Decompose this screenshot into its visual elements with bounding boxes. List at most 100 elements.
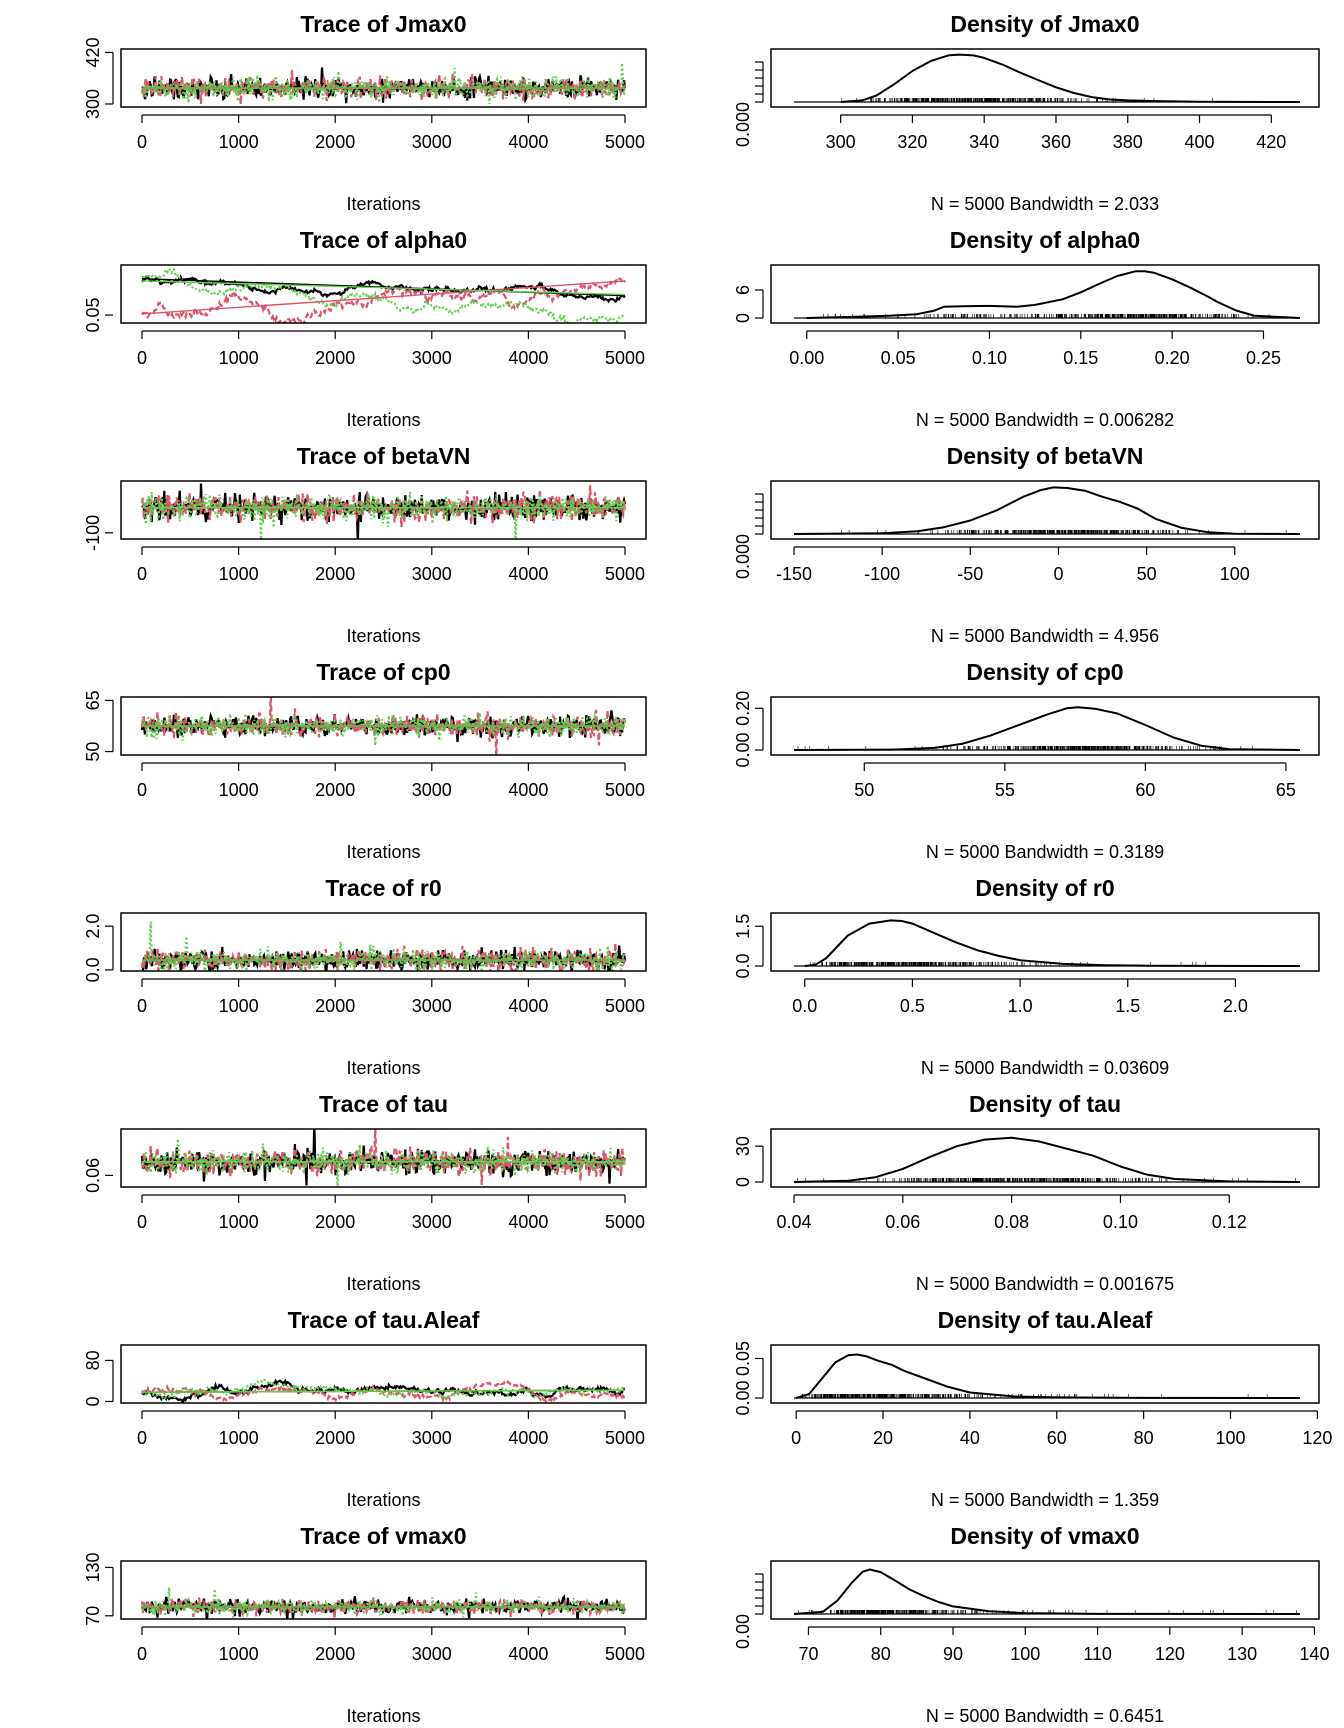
density-panel-tau.Aleaf: Density of tau.Aleaf 0 20 40 60 80 100 120 N = 5… bbox=[733, 1307, 1332, 1510]
density-x-tick-label: 0.08 bbox=[994, 1212, 1029, 1232]
density-x-tick-label: 50 bbox=[1137, 564, 1157, 584]
trace-panel-r0: Trace of r0 0 1000 2000 3000 4000 5000 Iteratio… bbox=[83, 875, 647, 1078]
density-curve bbox=[793, 486, 1301, 535]
density-x-tick-label: 100 bbox=[1220, 564, 1250, 584]
trace-y-tick-label: 80 bbox=[83, 1350, 103, 1370]
density-x-tick-label: 1.0 bbox=[1008, 996, 1033, 1016]
trace-x-tick-label: 4000 bbox=[508, 1212, 548, 1232]
trace-title: Trace of vmax0 bbox=[300, 1523, 466, 1549]
trace-series-line bbox=[140, 1379, 626, 1403]
density-x-tick-label: 0.10 bbox=[972, 348, 1007, 368]
density-y-tick-label: 0.20 bbox=[733, 691, 753, 726]
density-x-tick-label: 380 bbox=[1113, 132, 1143, 152]
trace-frame bbox=[120, 480, 647, 540]
density-title: Density of tau bbox=[969, 1091, 1121, 1117]
trace-series-line bbox=[141, 266, 626, 323]
trace-series-line bbox=[140, 490, 627, 539]
trace-series-group bbox=[140, 1129, 627, 1187]
trace-x-tick-label: 1000 bbox=[219, 1644, 259, 1664]
density-curve bbox=[840, 53, 1301, 103]
density-curve bbox=[793, 1568, 1301, 1615]
trace-x-tick-label: 2000 bbox=[315, 780, 355, 800]
trace-x-tick-label: 1000 bbox=[219, 1212, 259, 1232]
density-y-tick-label: 0.000 bbox=[733, 102, 753, 147]
trace-series-group bbox=[140, 921, 627, 971]
trace-series-line bbox=[140, 697, 627, 755]
density-x-tick-label: 0.05 bbox=[881, 348, 916, 368]
trace-x-tick-label: 2000 bbox=[315, 348, 355, 368]
trace-x-tick-label: 5000 bbox=[605, 1644, 645, 1664]
density-x-tick-label: 360 bbox=[1041, 132, 1071, 152]
density-curve bbox=[793, 706, 1301, 751]
trace-x-tick-label: 3000 bbox=[412, 1644, 452, 1664]
density-x-tick-label: 20 bbox=[873, 1428, 893, 1448]
trace-y-tick-label: 70 bbox=[83, 1606, 103, 1626]
density-x-tick-label: 340 bbox=[969, 132, 999, 152]
density-y-tick-label: 0.05 bbox=[733, 1341, 753, 1376]
density-curve bbox=[806, 270, 1301, 319]
trace-series-line bbox=[140, 1587, 627, 1619]
density-rug bbox=[841, 98, 1213, 102]
trace-x-tick-label: 5000 bbox=[605, 780, 645, 800]
density-x-tick-label: 80 bbox=[871, 1644, 891, 1664]
trace-series-group bbox=[140, 483, 627, 539]
density-curve bbox=[795, 1353, 1301, 1399]
trace-title: Trace of r0 bbox=[325, 875, 441, 901]
density-title: Density of alpha0 bbox=[950, 227, 1140, 253]
density-x-tick-label: 0.15 bbox=[1063, 348, 1098, 368]
density-title: Density of vmax0 bbox=[950, 1523, 1139, 1549]
trace-x-tick-label: 2000 bbox=[315, 1428, 355, 1448]
density-x-tick-label: 0.20 bbox=[1155, 348, 1190, 368]
trace-x-axis-label: Iterations bbox=[346, 626, 420, 646]
trace-x-tick-label: 0 bbox=[137, 1644, 147, 1664]
trace-y-tick-label: 300 bbox=[83, 89, 103, 119]
trace-x-tick-label: 0 bbox=[137, 780, 147, 800]
trace-x-tick-label: 2000 bbox=[315, 996, 355, 1016]
density-caption: N = 5000 Bandwidth = 0.03609 bbox=[921, 1058, 1169, 1078]
trace-title: Trace of tau bbox=[319, 1091, 448, 1117]
trace-x-tick-label: 1000 bbox=[219, 996, 259, 1016]
density-x-tick-label: 420 bbox=[1256, 132, 1286, 152]
density-x-tick-label: 0.00 bbox=[789, 348, 824, 368]
trace-series-group bbox=[140, 697, 627, 755]
trace-x-tick-label: 4000 bbox=[508, 564, 548, 584]
density-x-tick-label: 70 bbox=[798, 1644, 818, 1664]
density-rug bbox=[809, 962, 1206, 966]
trace-x-tick-label: 2000 bbox=[315, 132, 355, 152]
trace-frame bbox=[120, 1344, 647, 1404]
trace-x-tick-label: 4000 bbox=[508, 348, 548, 368]
density-x-tick-label: 0 bbox=[1053, 564, 1063, 584]
density-x-tick-label: 55 bbox=[995, 780, 1015, 800]
trace-x-tick-label: 5000 bbox=[605, 1428, 645, 1448]
density-x-tick-label: 0.06 bbox=[885, 1212, 920, 1232]
trace-x-tick-label: 3000 bbox=[412, 564, 452, 584]
density-x-tick-label: 50 bbox=[854, 780, 874, 800]
trace-panel-alpha0: Trace of alpha0 0 1000 2000 3000 4000 5000 Iter… bbox=[83, 227, 647, 430]
density-rug bbox=[797, 1178, 1296, 1182]
trace-x-tick-label: 4000 bbox=[508, 132, 548, 152]
trace-series-group bbox=[140, 1587, 627, 1619]
trace-y-tick-label: 2.0 bbox=[83, 914, 103, 939]
trace-x-tick-label: 4000 bbox=[508, 996, 548, 1016]
density-x-tick-label: 0.04 bbox=[776, 1212, 811, 1232]
trace-x-tick-label: 1000 bbox=[219, 564, 259, 584]
trace-panel-vmax0: Trace of vmax0 0 1000 2000 3000 4000 5000 Itera… bbox=[83, 1523, 647, 1726]
trace-y-tick-label: 0.0 bbox=[83, 957, 103, 982]
density-x-tick-label: 100 bbox=[1010, 1644, 1040, 1664]
density-x-tick-label: -100 bbox=[864, 564, 900, 584]
trace-frame bbox=[120, 1560, 647, 1620]
density-caption: N = 5000 Bandwidth = 4.956 bbox=[931, 626, 1159, 646]
density-rug bbox=[841, 530, 1287, 534]
density-x-tick-label: 60 bbox=[1135, 780, 1155, 800]
density-caption: N = 5000 Bandwidth = 1.359 bbox=[931, 1490, 1159, 1510]
density-caption: N = 5000 Bandwidth = 2.033 bbox=[931, 194, 1159, 214]
trace-panel-tau.Aleaf: Trace of tau.Aleaf 0 1000 2000 3000 4000 5000 I… bbox=[83, 1307, 647, 1510]
trace-x-tick-label: 5000 bbox=[605, 132, 645, 152]
density-x-tick-label: 130 bbox=[1227, 1644, 1257, 1664]
trace-x-tick-label: 5000 bbox=[605, 996, 645, 1016]
trace-x-tick-label: 5000 bbox=[605, 564, 645, 584]
trace-x-axis-label: Iterations bbox=[346, 410, 420, 430]
trace-x-tick-label: 5000 bbox=[605, 348, 645, 368]
density-x-tick-label: 0.10 bbox=[1103, 1212, 1138, 1232]
density-y-tick-label: 0 bbox=[733, 1177, 753, 1187]
